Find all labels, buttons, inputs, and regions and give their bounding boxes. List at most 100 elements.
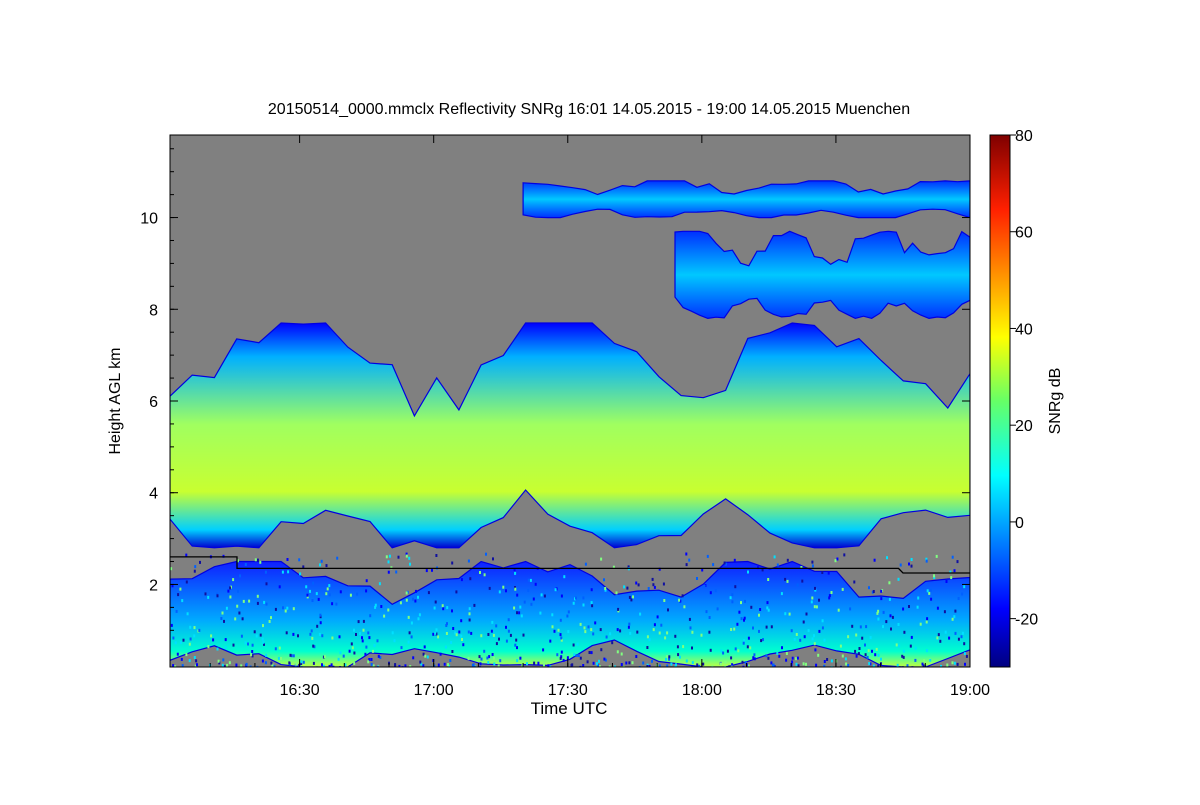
clutter-speck [898,644,901,648]
clutter-speck [369,614,372,618]
clutter-speck [319,621,322,625]
clutter-speck [370,658,373,661]
clutter-speck [946,663,949,667]
clutter-speck [348,665,351,667]
clutter-speck [960,635,963,639]
clutter-speck [434,600,437,604]
clutter-speck [705,610,708,614]
clutter-speck [394,664,397,667]
clutter-speck [928,591,931,595]
clutter-speck [177,593,180,597]
clutter-speck [639,612,642,616]
clutter-speck [348,649,351,653]
cloud-base-line [170,556,970,574]
clutter-speck [355,633,357,636]
clutter-speck [229,586,232,590]
clutter-speck [954,609,957,613]
clutter-speck [588,651,591,654]
clutter-speck [309,589,311,593]
clutter-speck [298,558,301,562]
clutter-speck [188,642,191,646]
clutter-speck [483,649,486,653]
clutter-speck [712,563,715,567]
clutter-speck [254,558,257,562]
clutter-speck [238,611,241,615]
clutter-speck [766,606,769,610]
clutter-speck [278,585,281,589]
clutter-speck [902,607,905,611]
clutter-speck [207,645,210,649]
clutter-speck [603,578,605,582]
clutter-speck [648,638,651,642]
clutter-speck [302,565,305,569]
clutter-speck [729,596,732,600]
clutter-speck [691,630,694,634]
colorbar-tick-label: 0 [1015,515,1024,532]
clutter-speck [353,628,355,632]
clutter-speck [408,556,411,560]
clutter-speck [668,657,671,661]
clutter-speck [802,620,805,624]
clutter-speck [563,575,566,579]
clutter-speck [492,557,494,561]
clutter-speck [743,616,746,620]
colorbar-ticks: -20 0 20 40 60 80 [1010,128,1038,629]
clutter-speck [560,594,563,598]
clutter-speck [586,660,589,664]
clutter-speck [223,619,225,623]
clutter-speck [882,610,885,614]
clutter-speck [933,574,935,578]
clutter-speck [793,637,796,641]
clutter-speck [480,657,483,661]
clutter-speck [590,588,593,592]
clutter-speck [447,663,449,667]
clutter-speck [849,607,852,611]
clutter-speck [790,629,793,633]
clutter-speck [261,659,264,663]
clutter-speck [679,655,681,659]
clutter-speck [513,568,516,572]
clutter-speck [181,599,184,603]
clutter-speck [543,594,546,598]
clutter-speck [488,586,491,590]
clutter-speck [433,606,436,610]
clutter-speck [282,606,284,610]
clutter-speck [667,608,669,612]
clutter-speck [923,659,925,663]
clutter-speck [795,657,798,661]
clutter-speck [256,601,259,605]
clutter-speck [444,645,447,649]
clutter-speck [818,598,820,602]
clutter-speck [259,560,262,564]
clutter-speck [362,619,365,623]
clutter-speck [559,633,562,637]
clutter-speck [948,636,951,640]
clutter-speck [682,645,685,649]
clutter-speck [956,662,959,666]
clutter-speck [864,643,866,647]
clutter-speck [234,617,237,621]
clutter-speck [180,657,183,661]
clutter-speck [815,663,818,667]
y-axis-ticks: 2 4 6 8 10 [140,148,970,631]
clutter-speck [646,646,649,649]
clutter-speck [670,662,673,666]
clutter-speck [614,665,616,667]
clutter-speck [951,661,954,665]
clutter-speck [232,643,235,647]
clutter-speck [385,555,388,559]
clutter-speck [330,663,333,667]
clutter-speck [688,558,691,562]
clutter-speck [678,598,681,602]
clutter-speck [379,656,382,659]
clutter-speck [194,664,197,667]
clutter-speck [914,646,917,650]
clutter-speck [236,604,239,608]
clutter-speck [405,591,408,595]
clutter-speck [929,658,932,662]
clutter-speck [357,620,360,624]
clutter-speck [683,605,686,609]
clutter-speck [505,625,507,629]
clutter-speck [407,615,410,619]
clutter-speck [821,626,824,630]
